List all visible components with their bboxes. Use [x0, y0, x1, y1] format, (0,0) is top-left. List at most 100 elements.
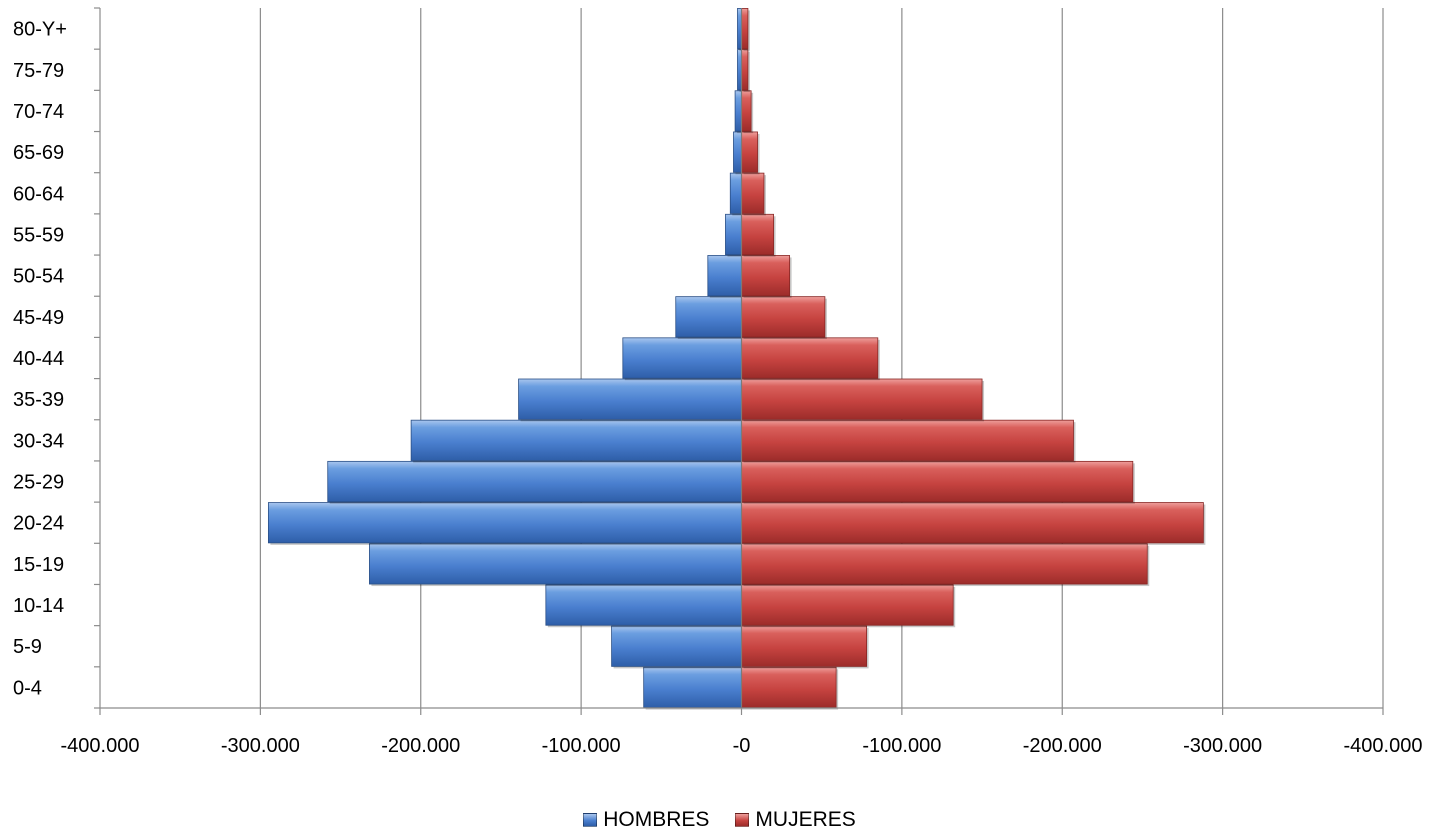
bar-mujeres-0-4 [741, 666, 839, 710]
bar-mujeres-20-24 [741, 502, 1206, 545]
y-tick-label: 80-Y+ [13, 19, 67, 41]
bar-mujeres-65-69 [741, 131, 760, 175]
y-tick-label: 25-29 [13, 472, 64, 494]
bar [622, 337, 742, 379]
bar-hombres-15-19 [369, 543, 744, 587]
bar [741, 213, 774, 256]
bar [737, 49, 742, 91]
bar [369, 543, 742, 585]
bar [675, 296, 742, 338]
x-tick-label: -300.000 [221, 735, 300, 757]
bar-mujeres-75-79 [741, 49, 750, 92]
x-tick-label: -400.000 [61, 735, 140, 757]
y-tick-label: 50-54 [13, 266, 64, 288]
bar [741, 90, 752, 132]
bar-mujeres-5-9 [741, 625, 869, 669]
bar-mujeres-10-14 [741, 584, 956, 628]
bar [737, 8, 742, 50]
y-tick-label: 65-69 [13, 142, 64, 164]
y-tick-label: 35-39 [13, 389, 64, 411]
bar [741, 419, 1074, 461]
bar [734, 90, 742, 132]
y-tick-label: 20-24 [13, 513, 64, 535]
y-tick-label: 30-34 [13, 430, 64, 452]
y-tick-label: 60-64 [13, 183, 64, 205]
bar-hombres-45-49 [675, 296, 744, 339]
bar [729, 172, 742, 214]
y-tick-label: 40-44 [13, 348, 64, 370]
y-tick-label: 70-74 [13, 101, 64, 123]
legend-label-mujeres: MUJERES [755, 808, 856, 831]
bar [410, 419, 742, 461]
bar-hombres-55-59 [725, 213, 744, 257]
legend: HOMBRES MUJERES [0, 806, 1439, 834]
bar-mujeres-40-44 [741, 337, 880, 381]
bar-mujeres-80-Y+ [741, 8, 750, 51]
bar [545, 584, 742, 626]
bar [741, 460, 1134, 503]
bar [741, 584, 954, 626]
y-tick-label: 15-19 [13, 554, 64, 576]
bar [327, 460, 742, 503]
bar-hombres-30-34 [410, 419, 744, 463]
bar-mujeres-70-74 [741, 90, 754, 134]
bar-mujeres-15-19 [741, 543, 1150, 587]
bar-hombres-10-14 [545, 584, 744, 628]
bar [741, 296, 826, 338]
bar [741, 255, 791, 297]
bar [741, 625, 867, 667]
bar-hombres-35-39 [518, 378, 744, 422]
y-tick-label: 10-14 [13, 595, 64, 617]
legend-label-hombres: HOMBRES [603, 808, 710, 831]
legend-swatch-hombres [583, 813, 598, 827]
bars [267, 8, 1206, 710]
bar [741, 337, 879, 379]
bar [518, 378, 742, 420]
bar-mujeres-50-54 [741, 255, 792, 298]
bar-mujeres-35-39 [741, 378, 985, 422]
legend-item-mujeres: MUJERES [735, 808, 856, 832]
bar [643, 666, 742, 708]
x-tick-label: -0 [733, 735, 751, 757]
bar-mujeres-30-34 [741, 419, 1076, 463]
bar [611, 625, 742, 667]
bar [707, 255, 742, 297]
bar [741, 378, 983, 420]
bar [741, 502, 1204, 544]
x-tick-label: -300.000 [1183, 735, 1262, 757]
tick-labels: -400.000 -300.000 -200.000 -100.000 -0 -100.0… [13, 19, 1422, 757]
bar-hombres-40-44 [622, 337, 744, 381]
bar [741, 8, 749, 50]
y-tick-label: 5-9 [13, 636, 42, 658]
bar-hombres-20-24 [267, 502, 744, 545]
y-tick-label: 0-4 [13, 677, 42, 699]
bar-hombres-25-29 [327, 460, 744, 504]
bar [733, 131, 742, 173]
x-tick-label: -100.000 [862, 735, 941, 757]
bar [741, 666, 837, 708]
y-tick-label: 55-59 [13, 224, 64, 246]
bar-mujeres-55-59 [741, 213, 776, 257]
bar-mujeres-45-49 [741, 296, 827, 339]
x-tick-label: -400.000 [1344, 735, 1423, 757]
y-tick-label: 75-79 [13, 60, 64, 82]
x-tick-label: -200.000 [381, 735, 460, 757]
bar [725, 213, 742, 256]
legend-item-hombres: HOMBRES [583, 808, 709, 832]
bar [741, 543, 1148, 585]
y-tick-label: 45-49 [13, 307, 64, 329]
bar [741, 131, 758, 173]
bar [741, 49, 749, 91]
x-tick-label: -100.000 [542, 735, 621, 757]
bar-hombres-50-54 [707, 255, 744, 298]
bar [267, 502, 742, 544]
bar-mujeres-60-64 [741, 172, 766, 216]
bar [741, 172, 765, 214]
bar-mujeres-25-29 [741, 460, 1135, 504]
legend-swatch-mujeres [735, 813, 750, 827]
x-tick-label: -200.000 [1023, 735, 1102, 757]
bar-hombres-0-4 [643, 666, 744, 710]
axes [94, 7, 1384, 715]
bar-hombres-5-9 [611, 625, 744, 669]
